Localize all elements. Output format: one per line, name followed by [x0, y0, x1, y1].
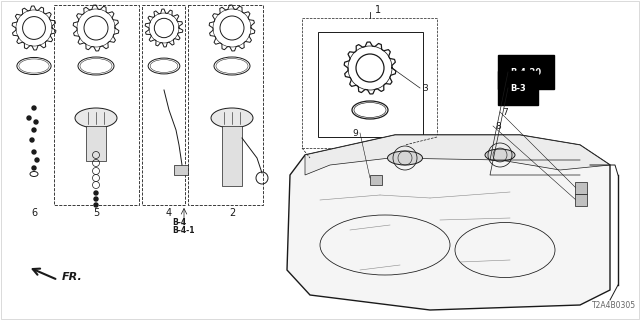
Circle shape [30, 138, 34, 142]
Text: 5: 5 [93, 208, 99, 218]
Bar [302, 18, 437, 148]
Bar [54, 5, 139, 205]
Ellipse shape [75, 108, 117, 128]
Circle shape [35, 158, 39, 162]
Bar [142, 5, 185, 205]
Bar [575, 194, 587, 206]
Circle shape [32, 106, 36, 110]
Bar [188, 5, 263, 205]
Text: B-4: B-4 [172, 218, 186, 227]
Polygon shape [287, 135, 610, 310]
Text: 8: 8 [495, 122, 500, 131]
Text: B-3: B-3 [510, 84, 525, 92]
Bar [318, 32, 423, 137]
Text: 1: 1 [375, 5, 381, 15]
Circle shape [32, 166, 36, 170]
Text: 4: 4 [166, 208, 172, 218]
Text: 2: 2 [229, 208, 235, 218]
Bar [575, 182, 587, 194]
Bar [222, 126, 242, 186]
Text: 7: 7 [502, 108, 508, 116]
Circle shape [94, 191, 98, 195]
Bar [174, 165, 188, 175]
Ellipse shape [387, 151, 422, 165]
Circle shape [94, 203, 98, 207]
Ellipse shape [211, 108, 253, 128]
Text: B-4-20: B-4-20 [510, 68, 541, 76]
Bar [370, 175, 382, 185]
Circle shape [94, 197, 98, 201]
Text: FR.: FR. [62, 272, 83, 282]
Text: 3: 3 [422, 84, 428, 92]
Circle shape [34, 120, 38, 124]
Text: B-4-1: B-4-1 [172, 226, 195, 235]
Polygon shape [305, 135, 610, 175]
Ellipse shape [485, 149, 515, 161]
Text: 9: 9 [352, 129, 358, 138]
Circle shape [32, 128, 36, 132]
Text: T2A4B0305: T2A4B0305 [592, 301, 636, 310]
Circle shape [32, 150, 36, 154]
Bar [86, 126, 106, 161]
Circle shape [27, 116, 31, 120]
Text: 6: 6 [31, 208, 37, 218]
